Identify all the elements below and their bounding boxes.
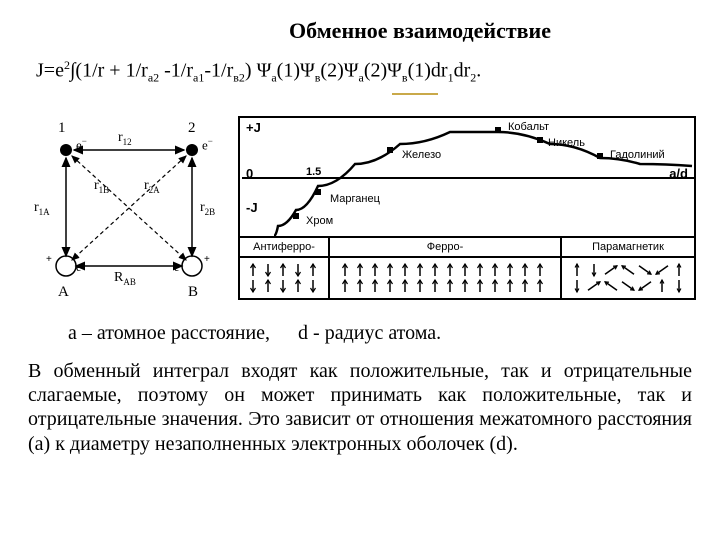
formula-sa1: a1 xyxy=(193,71,204,85)
formula-lhs: J=e xyxy=(36,60,64,82)
formula-p5: (1)Ψ xyxy=(277,60,315,82)
diagram-plus2: + xyxy=(204,254,210,265)
formula-sa2: a2 xyxy=(148,71,159,85)
diagram-e4: e xyxy=(174,260,179,275)
def-a: a – атомное расстояние, xyxy=(68,322,270,344)
diagram-r1B: r1B xyxy=(94,178,109,195)
def-d: d - радиус атома. xyxy=(298,322,441,344)
formula-p1: ∫(1/r + 1/r xyxy=(70,60,148,82)
arrows-ferro-svg xyxy=(331,260,559,296)
bethe-slater-chart: Хром Марганец Железо Кобальт Никель Гадолиний… xyxy=(238,116,696,300)
diagram-r2A: r2A xyxy=(144,178,160,195)
page-title: Обменное взаимодействие xyxy=(148,18,692,44)
chart-arrows-row xyxy=(240,258,694,298)
diagram-e1: e− xyxy=(76,136,87,153)
formula-sb2: в2 xyxy=(233,71,245,85)
svg-text:Хром: Хром xyxy=(306,215,333,227)
diagram-A: A xyxy=(58,284,69,301)
diagram-r1A: r1A xyxy=(34,200,50,217)
formula-p7: (2)Ψ xyxy=(364,60,402,82)
chart-categories-row: Антиферро- Ферро- Парамагнетик xyxy=(240,238,694,258)
formula-p9: dr xyxy=(454,60,471,82)
diagram-e3: e xyxy=(76,260,81,275)
chart-plusJ: +J xyxy=(246,120,261,135)
svg-text:Марганец: Марганец xyxy=(330,193,381,205)
atom-electron-diagram: 1 2 e− e− r12 r1A r2B r1B r2A RAB A B + … xyxy=(28,116,230,308)
arrows-antiferro-svg xyxy=(241,260,327,296)
svg-text:Кобальт: Кобальт xyxy=(508,121,549,133)
formula-p2: -1/r xyxy=(159,60,193,82)
diagram-e2: e− xyxy=(202,136,213,153)
formula-p4: ) Ψ xyxy=(245,60,271,82)
svg-text:Железо: Железо xyxy=(402,149,441,161)
diagram-n2: 2 xyxy=(188,120,196,137)
chart-tick15: 1.5 xyxy=(306,166,321,178)
svg-text:Никель: Никель xyxy=(548,137,585,149)
arrows-ferro xyxy=(330,258,562,298)
chart-zero: 0 xyxy=(246,166,253,181)
body-paragraph: В обменный интеграл входят как положител… xyxy=(28,359,692,457)
chart-ad: a/d xyxy=(669,166,688,181)
diagram-r12: r12 xyxy=(118,130,132,147)
formula-p3: -1/r xyxy=(204,60,233,82)
diagram-n1: 1 xyxy=(58,120,66,137)
arrows-antiferro xyxy=(240,258,330,298)
formula-end: . xyxy=(476,60,481,82)
diagram-plus1: + xyxy=(46,254,52,265)
formula-underline xyxy=(392,93,438,95)
arrows-para-svg xyxy=(563,260,693,296)
diagram-RAB: RAB xyxy=(114,270,136,287)
category-paramagnetic: Парамагнетик xyxy=(562,238,694,256)
chart-minusJ: -J xyxy=(246,200,258,215)
formula-p6: (2)Ψ xyxy=(320,60,358,82)
exchange-integral-formula: J=e2∫(1/r + 1/ra2 -1/ra1-1/rв2) Ψа(1)Ψв(… xyxy=(36,58,692,86)
arrows-para xyxy=(562,258,694,298)
category-ferro: Ферро- xyxy=(330,238,562,256)
definitions-line: a – атомное расстояние, d - радиус атома. xyxy=(68,322,692,345)
diagram-B: B xyxy=(188,284,198,301)
chart-graph-area: Хром Марганец Железо Кобальт Никель Гадолиний… xyxy=(240,118,694,238)
formula-p8: (1)dr xyxy=(408,60,448,82)
category-antiferro: Антиферро- xyxy=(240,238,330,256)
chart-svg: Хром Марганец Железо Кобальт Никель Гадолиний xyxy=(240,118,696,238)
svg-text:Гадолиний: Гадолиний xyxy=(610,149,665,161)
diagram-r2B: r2B xyxy=(200,200,215,217)
